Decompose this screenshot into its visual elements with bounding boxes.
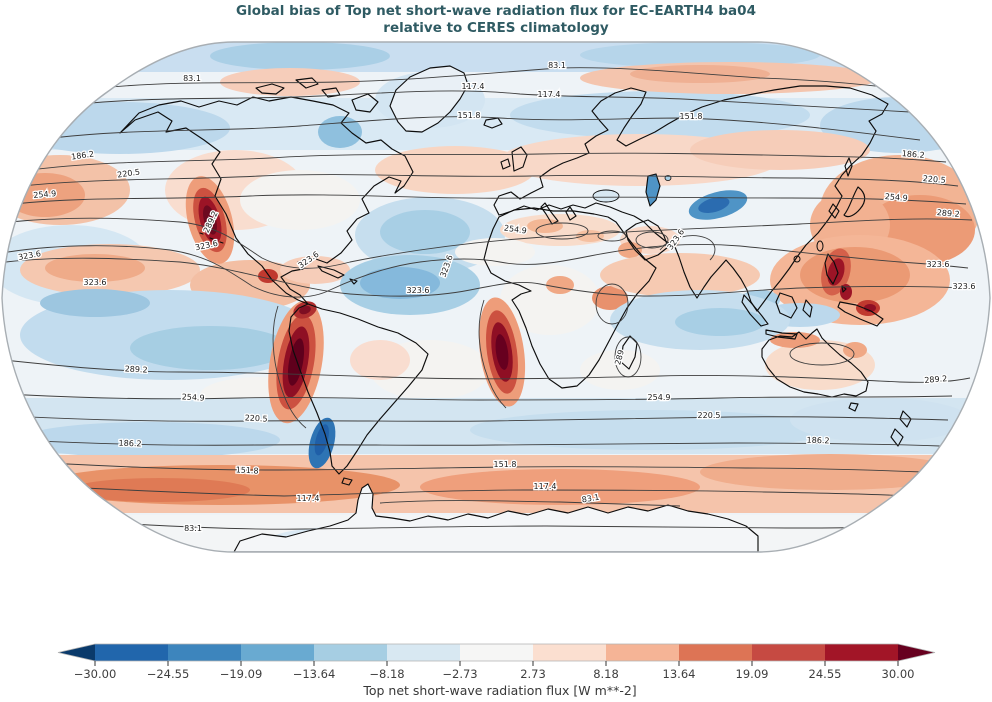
- colorbar-segment: [95, 644, 168, 661]
- colorbar-label: Top net short-wave radiation flux [W m**…: [362, 683, 636, 698]
- contour-label: 151.8: [680, 112, 703, 121]
- colorbar-tick-label: 8.18: [593, 667, 619, 681]
- contour-label: 254.9: [181, 392, 204, 402]
- colorbar-tick-label: −13.64: [293, 667, 336, 681]
- colorbar-segment: [314, 644, 387, 661]
- contour-label: 289.2: [124, 364, 147, 374]
- colorbar-segment: [752, 644, 825, 661]
- contour-labels: 83.1 83.1 117.4 117.4 151.8 151.8 186.2 186.2 22…: [16, 60, 977, 535]
- contour-label: 289.2: [924, 374, 948, 385]
- contour-label: 117.4: [538, 90, 561, 99]
- contour-label: 117.4: [534, 482, 557, 491]
- figure-title-line1: Global bias of Top net short-wave radiat…: [236, 3, 756, 19]
- contour-label: 289.2: [936, 208, 960, 219]
- contour-label: 323.6: [927, 260, 950, 269]
- contour-label: 220.5: [244, 413, 267, 423]
- contour-label: 151.8: [235, 465, 258, 475]
- contour-label: 151.8: [458, 111, 481, 120]
- colorbar-tick-label: 2.73: [520, 667, 546, 681]
- contour-label: 83.1: [183, 74, 201, 83]
- colorbar-tick-label: −30.00: [74, 667, 117, 681]
- figure-title-line2: relative to CERES climatology: [383, 20, 609, 36]
- colorbar-segment: [241, 644, 314, 661]
- contour-label: 186.2: [901, 149, 925, 160]
- contour-label: 323.6: [84, 278, 107, 287]
- contour-label: 323.6: [953, 282, 976, 291]
- colorbar-tick-label: 19.09: [736, 667, 769, 681]
- contour-label: 151.8: [494, 460, 517, 469]
- colorbar-tick-label: −19.09: [220, 667, 263, 681]
- colorbar-segment: [679, 644, 752, 661]
- contour-label: 220.5: [922, 174, 946, 185]
- contour-label: 83.1: [548, 61, 566, 70]
- map-plot-area: [2, 42, 990, 552]
- contour-label: 117.4: [462, 82, 485, 91]
- colorbar: −30.00 −24.55 −19.09 −13.64 −8.18 −2.73 2.73 8.…: [57, 643, 936, 681]
- colorbar-extend-right: [898, 644, 935, 661]
- contour-label: 254.9: [884, 192, 908, 203]
- colorbar-segment: [168, 644, 241, 661]
- contour-label: 186.2: [806, 436, 829, 446]
- colorbar-tick-label: 30.00: [882, 667, 915, 681]
- colorbar-segment: [460, 644, 533, 661]
- colorbar-tick-label: 13.64: [663, 667, 696, 681]
- map-outline: [1, 41, 991, 553]
- colorbar-tick-label: −24.55: [147, 667, 190, 681]
- contour-label: 186.2: [118, 439, 141, 449]
- colorbar-segment: [533, 644, 606, 661]
- colorbar-tick-label: −2.73: [442, 667, 477, 681]
- colorbar-segment: [825, 644, 898, 661]
- contour-label: 254.9: [33, 189, 57, 200]
- colorbar-tick-label: 24.55: [809, 667, 842, 681]
- colorbar-segment: [387, 644, 460, 661]
- contour-label: 220.5: [698, 411, 721, 420]
- colorbar-segment: [606, 644, 679, 661]
- colorbar-extend-left: [58, 644, 95, 661]
- colorbar-tick-label: −8.18: [369, 667, 404, 681]
- contour-label: 83.1: [184, 524, 202, 533]
- contour-label: 117.4: [297, 494, 320, 503]
- contour-label: 323.6: [407, 286, 430, 295]
- contour-label: 254.9: [648, 393, 671, 402]
